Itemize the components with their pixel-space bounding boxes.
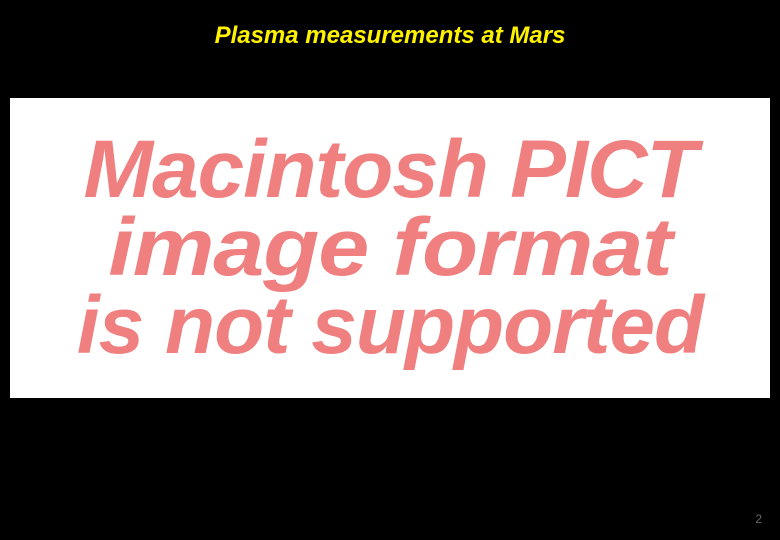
slide-title: Plasma measurements at Mars (0, 22, 780, 50)
placeholder-message: Macintosh PICT image format is not suppo… (10, 131, 770, 365)
unsupported-image-placeholder: Macintosh PICT image format is not suppo… (10, 98, 770, 398)
placeholder-line-1: Macintosh PICT (2, 131, 777, 209)
page-number: 2 (755, 512, 762, 526)
placeholder-line-3: is not supported (10, 287, 770, 365)
placeholder-line-2: image format (0, 209, 780, 287)
